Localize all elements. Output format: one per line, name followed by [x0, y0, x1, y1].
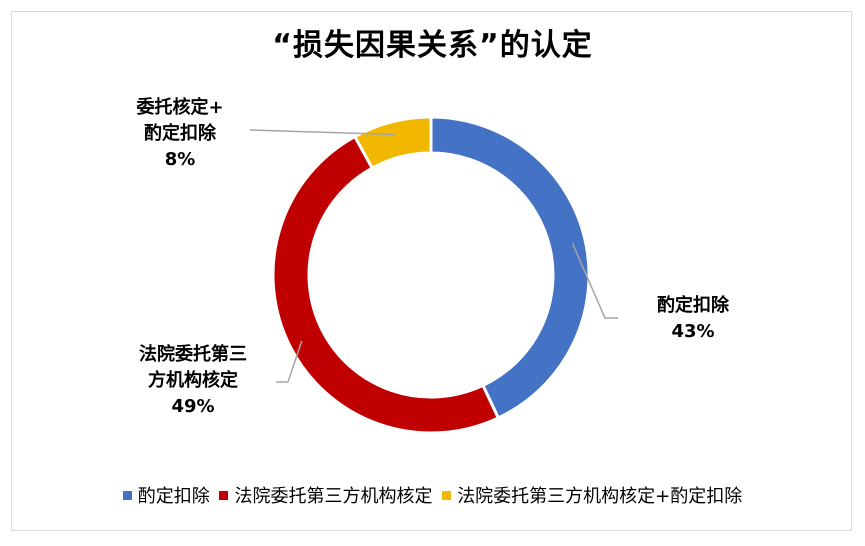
legend-item-2: 法院委托第三方机构核定 [219, 482, 432, 508]
leader-line-2 [276, 340, 303, 383]
donut-slice-2 [271, 134, 501, 435]
data-label-name-line-2: 酌定扣除 [144, 123, 216, 144]
legend-swatch [442, 490, 452, 500]
leader-line-1 [571, 243, 618, 319]
donut-slice-3 [352, 115, 433, 171]
data-label-name-line-2: 方机构核定 [148, 370, 238, 391]
chart-title: “损失因果关系”的认定 [272, 28, 593, 63]
chart-area [11, 11, 852, 531]
data-label-value: 8% [164, 149, 196, 170]
leader-line-3 [249, 129, 395, 136]
chart-legend: 酌定扣除 法院委托第三方机构核定 法院委托第三方机构核定+酌定扣除 [0, 482, 865, 508]
data-label-name-line-1: 酌定扣除 [657, 295, 729, 316]
legend-item-3: 法院委托第三方机构核定+酌定扣除 [442, 482, 742, 508]
data-label-value: 49% [171, 396, 215, 417]
data-label-slice-3: 委托核定+ 酌定扣除 8% [120, 95, 240, 173]
legend-label: 酌定扣除 [137, 486, 210, 507]
legend-swatch [219, 490, 229, 500]
legend-label: 法院委托第三方机构核定+酌定扣除 [457, 486, 743, 507]
data-label-name-line-1: 委托核定+ [136, 97, 224, 118]
legend-label: 法院委托第三方机构核定 [234, 486, 433, 507]
data-label-slice-2: 法院委托第三 方机构核定 49% [118, 342, 268, 420]
legend-swatch [122, 490, 132, 500]
data-label-slice-1: 酌定扣除 43% [638, 293, 748, 345]
legend-item-1: 酌定扣除 [122, 482, 210, 508]
data-label-name-line-1: 法院委托第三 [139, 344, 247, 365]
donut-slice-1 [429, 115, 591, 420]
data-label-value: 43% [671, 321, 715, 342]
